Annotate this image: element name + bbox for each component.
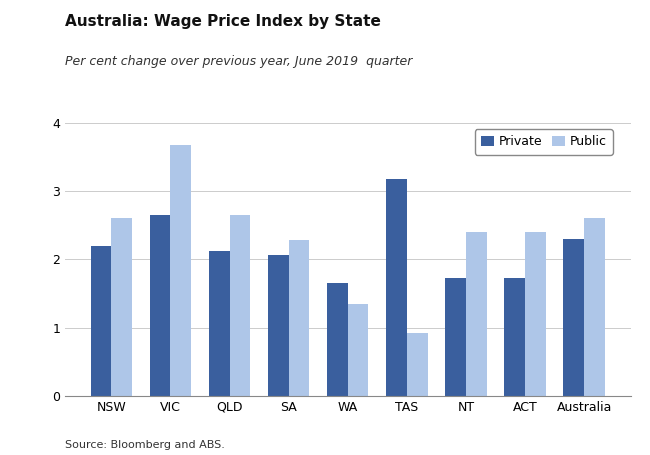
Bar (91, 246, 111, 396)
Bar (268, 255, 289, 396)
Bar (170, 145, 191, 396)
Bar (150, 215, 170, 396)
Bar (386, 179, 407, 396)
Bar (348, 304, 369, 396)
Bar (504, 278, 525, 396)
Bar (466, 232, 487, 396)
Bar (525, 232, 546, 396)
Bar (407, 333, 428, 396)
Text: Source: Bloomberg and ABS.: Source: Bloomberg and ABS. (65, 440, 225, 450)
Text: Per cent change over previous year, June 2019  quarter: Per cent change over previous year, June… (65, 55, 412, 68)
Bar (229, 215, 250, 396)
Bar (564, 239, 584, 396)
Bar (584, 218, 604, 396)
Bar (111, 218, 132, 396)
Bar (327, 283, 348, 396)
Bar (289, 240, 309, 396)
Text: Australia: Wage Price Index by State: Australia: Wage Price Index by State (65, 14, 381, 29)
Bar (445, 278, 466, 396)
Bar (209, 251, 229, 396)
Legend: Private, Public: Private, Public (474, 129, 613, 155)
